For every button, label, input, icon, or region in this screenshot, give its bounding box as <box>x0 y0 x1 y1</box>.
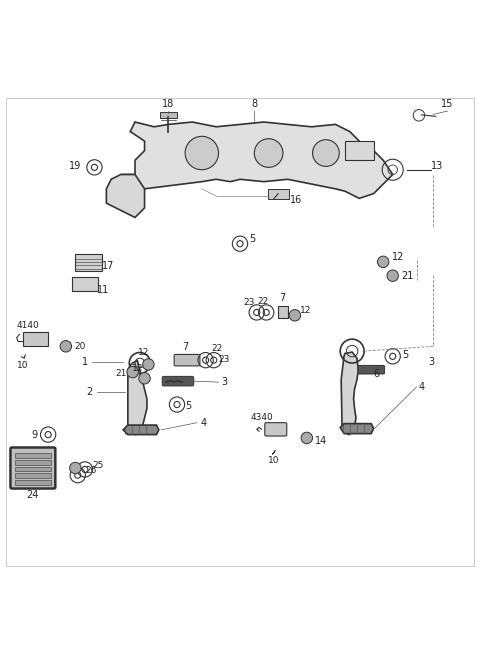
Text: 22: 22 <box>211 345 223 353</box>
Text: 18: 18 <box>162 99 175 109</box>
FancyBboxPatch shape <box>75 254 102 271</box>
FancyBboxPatch shape <box>265 423 287 436</box>
FancyBboxPatch shape <box>23 332 48 347</box>
FancyBboxPatch shape <box>15 454 51 458</box>
Circle shape <box>185 136 218 170</box>
Text: 9: 9 <box>32 430 37 440</box>
Circle shape <box>70 462 81 473</box>
FancyBboxPatch shape <box>160 112 177 118</box>
Text: 19: 19 <box>69 161 82 171</box>
FancyBboxPatch shape <box>162 376 194 386</box>
Text: 17: 17 <box>102 261 114 271</box>
Text: 15: 15 <box>442 99 454 109</box>
Circle shape <box>301 432 312 444</box>
Circle shape <box>127 367 138 378</box>
Text: 3: 3 <box>221 377 227 387</box>
Polygon shape <box>340 424 373 434</box>
Polygon shape <box>128 361 147 435</box>
Text: 5: 5 <box>185 401 192 411</box>
FancyBboxPatch shape <box>268 189 288 199</box>
Circle shape <box>387 270 398 282</box>
Text: 21: 21 <box>115 369 126 378</box>
Text: 22: 22 <box>257 297 268 305</box>
Polygon shape <box>278 305 288 317</box>
Circle shape <box>139 373 150 384</box>
Text: 23: 23 <box>218 355 230 364</box>
FancyBboxPatch shape <box>345 141 373 160</box>
FancyBboxPatch shape <box>15 480 51 485</box>
Circle shape <box>289 309 300 321</box>
FancyBboxPatch shape <box>174 355 200 366</box>
Text: 10: 10 <box>268 456 279 465</box>
Circle shape <box>377 256 389 268</box>
Text: 4340: 4340 <box>250 413 273 422</box>
Text: 26: 26 <box>85 466 96 475</box>
Polygon shape <box>120 122 393 199</box>
FancyBboxPatch shape <box>11 448 55 489</box>
FancyBboxPatch shape <box>15 460 51 465</box>
Text: 4: 4 <box>419 382 425 392</box>
Text: 14: 14 <box>315 436 328 446</box>
Text: 16: 16 <box>290 195 302 205</box>
Circle shape <box>143 359 154 370</box>
Text: 12: 12 <box>138 348 149 357</box>
Text: 1: 1 <box>82 357 88 367</box>
Text: 20: 20 <box>74 342 85 351</box>
Text: 4140: 4140 <box>16 321 39 329</box>
FancyBboxPatch shape <box>15 467 51 471</box>
FancyBboxPatch shape <box>72 277 98 291</box>
Text: 3: 3 <box>429 357 434 367</box>
Text: 8: 8 <box>251 99 257 109</box>
Text: 21: 21 <box>401 271 414 281</box>
FancyBboxPatch shape <box>358 365 384 374</box>
Polygon shape <box>107 175 144 218</box>
Polygon shape <box>341 352 359 435</box>
Text: 23: 23 <box>244 297 255 307</box>
Text: 13: 13 <box>431 161 443 171</box>
Text: 4: 4 <box>201 418 207 428</box>
Text: 12: 12 <box>300 306 311 315</box>
Polygon shape <box>123 425 159 435</box>
Text: 2: 2 <box>86 386 93 396</box>
Text: 6: 6 <box>373 369 380 379</box>
Circle shape <box>254 139 283 167</box>
Text: 11: 11 <box>97 285 109 295</box>
Text: 12: 12 <box>132 364 143 373</box>
FancyBboxPatch shape <box>15 473 51 478</box>
Circle shape <box>312 139 339 167</box>
Text: 7: 7 <box>182 342 188 352</box>
Text: 12: 12 <box>392 252 404 262</box>
Text: 7: 7 <box>279 293 285 303</box>
Text: 24: 24 <box>27 491 39 501</box>
Text: 25: 25 <box>92 461 103 470</box>
Text: 5: 5 <box>402 350 408 360</box>
Circle shape <box>60 341 72 352</box>
Text: 5: 5 <box>250 234 256 244</box>
Text: 10: 10 <box>17 361 29 370</box>
